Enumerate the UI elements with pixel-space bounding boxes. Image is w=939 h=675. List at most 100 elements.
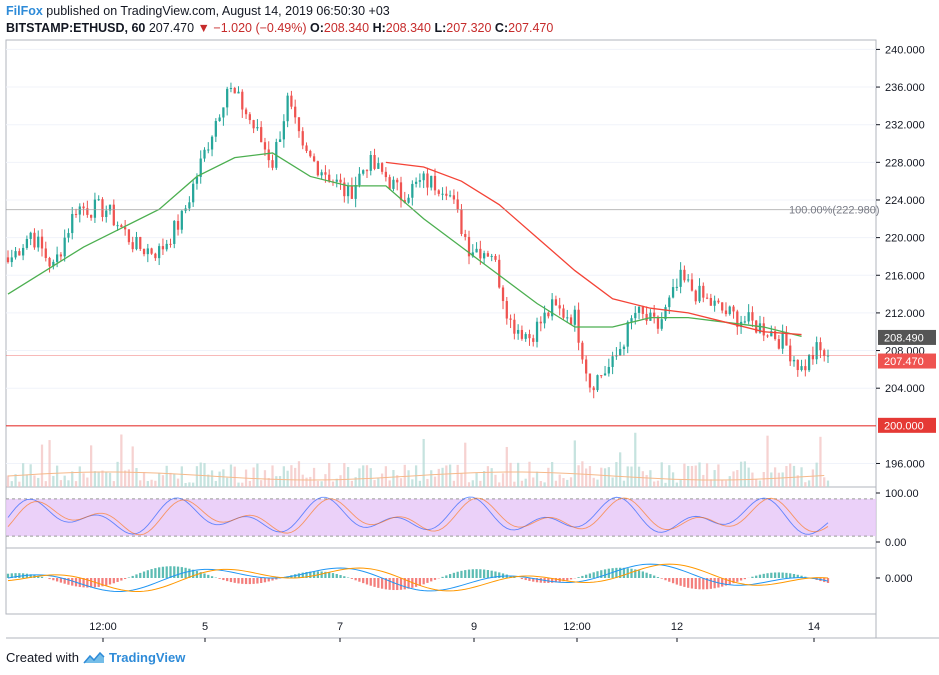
candle-body bbox=[653, 312, 656, 317]
low-label: L: bbox=[434, 21, 447, 35]
candle-body bbox=[796, 359, 799, 371]
macd-histogram-bar bbox=[656, 577, 660, 578]
candle-body bbox=[815, 342, 818, 360]
volume-bar bbox=[426, 478, 429, 487]
candle-body bbox=[146, 248, 149, 255]
volume-bar bbox=[411, 479, 414, 487]
volume-bar bbox=[37, 477, 40, 487]
volume-bar bbox=[475, 472, 478, 487]
volume-bar bbox=[248, 480, 251, 487]
candle-body bbox=[513, 319, 516, 334]
macd-histogram-bar bbox=[483, 569, 486, 578]
volume-bar bbox=[297, 461, 301, 487]
macd-histogram-bar bbox=[131, 575, 134, 578]
volume-bar bbox=[690, 465, 694, 487]
candle-body bbox=[671, 287, 675, 298]
macd-histogram-bar bbox=[694, 578, 697, 590]
macd-histogram-bar bbox=[399, 578, 403, 590]
tradingview-link[interactable]: TradingView bbox=[108, 650, 186, 665]
volume-bar bbox=[195, 466, 199, 487]
candle-body bbox=[380, 163, 384, 172]
author-name[interactable]: FilFox bbox=[6, 4, 43, 18]
candle-body bbox=[305, 145, 308, 151]
volume-bar bbox=[150, 479, 153, 487]
volume-bar bbox=[739, 461, 743, 487]
candle-body bbox=[777, 339, 781, 349]
macd-histogram-bar bbox=[335, 573, 338, 578]
macd-histogram-bar bbox=[297, 573, 301, 578]
volume-bar bbox=[135, 468, 138, 487]
macd-histogram-bar bbox=[653, 575, 656, 578]
candle-body bbox=[736, 311, 739, 327]
candle-body bbox=[90, 214, 93, 218]
volume-bar bbox=[596, 479, 599, 487]
volume-bar bbox=[203, 463, 206, 487]
macd-histogram-bar bbox=[192, 569, 195, 578]
candle-body bbox=[286, 95, 289, 122]
volume-bar bbox=[161, 475, 165, 487]
macd-histogram-bar bbox=[63, 578, 66, 584]
macd-histogram-bar bbox=[464, 570, 467, 578]
macd-histogram-bar bbox=[184, 567, 187, 578]
macd-histogram-bar bbox=[263, 578, 267, 583]
macd-histogram-bar bbox=[256, 578, 259, 584]
candle-body bbox=[48, 257, 51, 267]
candle-body bbox=[165, 243, 168, 250]
candle-body bbox=[532, 338, 535, 342]
volume-bar bbox=[90, 445, 93, 487]
macd-histogram-bar bbox=[581, 575, 584, 578]
macd-histogram-bar bbox=[721, 578, 724, 587]
volume-bar bbox=[154, 480, 157, 487]
macd-histogram-bar bbox=[146, 570, 149, 578]
volume-bar bbox=[71, 471, 74, 487]
volume-bar bbox=[645, 474, 648, 487]
macd-histogram-bar bbox=[369, 578, 372, 586]
volume-bar bbox=[634, 432, 637, 487]
volume-bar bbox=[320, 481, 323, 487]
volume-bar bbox=[176, 478, 180, 487]
macd-histogram-bar bbox=[569, 578, 573, 580]
volume-bar bbox=[271, 465, 274, 487]
volume-bar bbox=[694, 465, 697, 487]
candle-body bbox=[82, 206, 85, 209]
time-tick-label: 5 bbox=[202, 621, 208, 633]
candle-body bbox=[520, 329, 524, 339]
candle-body bbox=[524, 334, 527, 339]
volume-bar bbox=[74, 481, 78, 487]
candle-body bbox=[320, 172, 323, 176]
candle-body bbox=[634, 312, 637, 319]
high-value: 208.340 bbox=[385, 21, 431, 35]
macd-histogram-bar bbox=[320, 571, 323, 578]
candle-body bbox=[479, 248, 482, 259]
candle-body bbox=[335, 179, 338, 182]
candle-body bbox=[411, 183, 414, 198]
candle-body bbox=[86, 208, 89, 215]
candle-body bbox=[388, 177, 391, 189]
macd-histogram-bar bbox=[82, 578, 85, 588]
candle-body bbox=[139, 236, 142, 249]
macd-histogram-bar bbox=[585, 574, 588, 578]
volume-bar bbox=[490, 468, 493, 487]
volume-bar bbox=[687, 465, 690, 487]
candle-body bbox=[581, 342, 584, 360]
candle-body bbox=[290, 95, 293, 107]
price-axis: 240.000 236.000 232.000 228.000 224.000 220.0… bbox=[876, 44, 936, 585]
candle-body bbox=[630, 318, 633, 322]
candle-body bbox=[475, 248, 478, 253]
macd-histogram-bar bbox=[679, 578, 682, 586]
candle-body bbox=[37, 236, 40, 248]
price-label-box bbox=[878, 329, 936, 345]
candle-body bbox=[611, 356, 614, 367]
candle-body bbox=[14, 251, 17, 258]
candle-body bbox=[210, 136, 214, 150]
macd-histogram-bar bbox=[237, 578, 240, 584]
volume-bar bbox=[139, 480, 142, 487]
volume-bar bbox=[67, 480, 70, 487]
volume-bar bbox=[736, 470, 739, 487]
volume-bar bbox=[562, 478, 565, 487]
macd-histogram-bar bbox=[426, 578, 429, 583]
volume-bar bbox=[18, 481, 21, 487]
volume-bar bbox=[637, 466, 641, 487]
candle-body bbox=[297, 117, 301, 132]
